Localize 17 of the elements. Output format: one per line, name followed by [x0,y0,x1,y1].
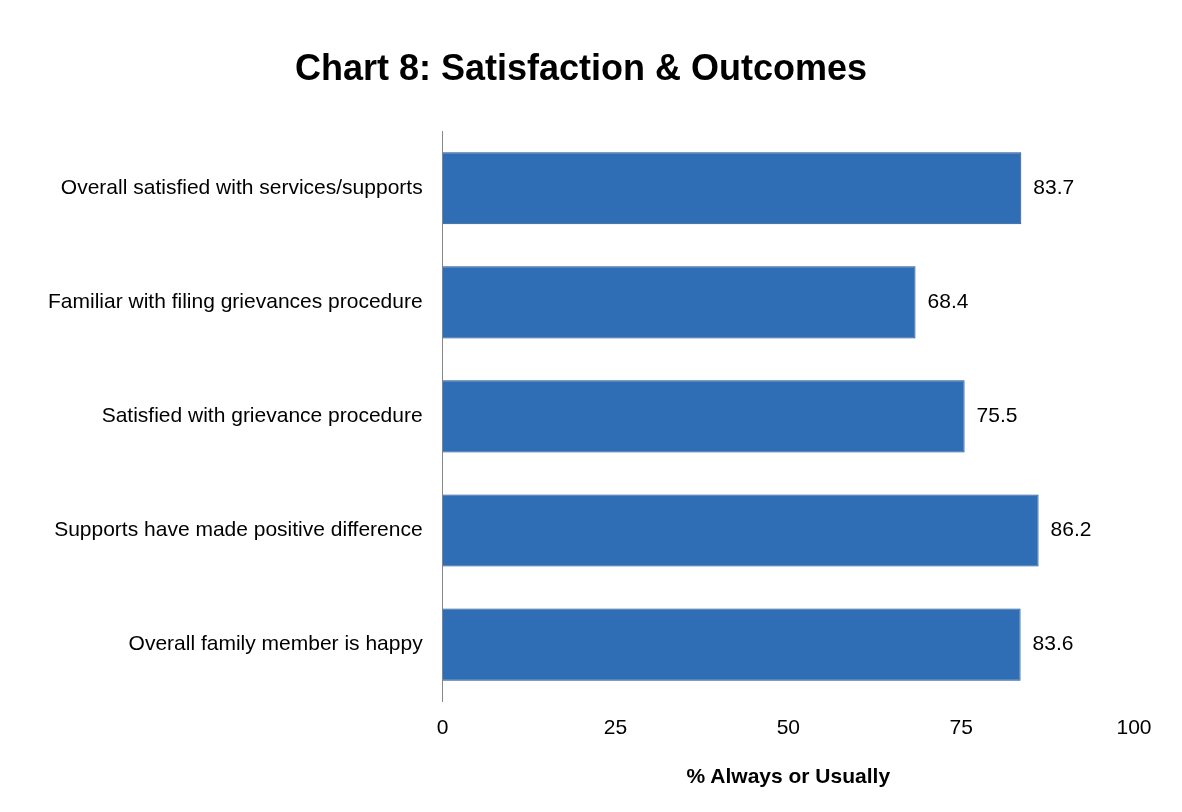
chart-title: Chart 8: Satisfaction & Outcomes [294,46,868,88]
data-label: 86.2 [1050,517,1092,541]
y-tick-label: Familiar with filing grievances procedure [47,289,423,313]
data-label: 75.5 [976,403,1018,427]
x-tick-label: 75 [949,715,973,738]
y-tick-label: Overall family member is happy [128,631,424,655]
x-tick-label: 0 [436,715,449,738]
x-tick-label: 25 [603,715,628,738]
data-label: 68.4 [927,289,969,313]
y-tick-label: Supports have made positive difference [54,517,423,541]
data-label: 83.7 [1033,175,1075,199]
x-axis-title: % Always or Usually [686,764,891,788]
y-tick-label: Satisfied with grievance procedure [101,403,423,427]
data-label: 83.6 [1032,631,1074,655]
x-tick-label: 50 [776,715,801,738]
y-tick-label: Overall satisfied with services/supports [60,175,423,199]
x-tick-label: 100 [1116,715,1152,738]
